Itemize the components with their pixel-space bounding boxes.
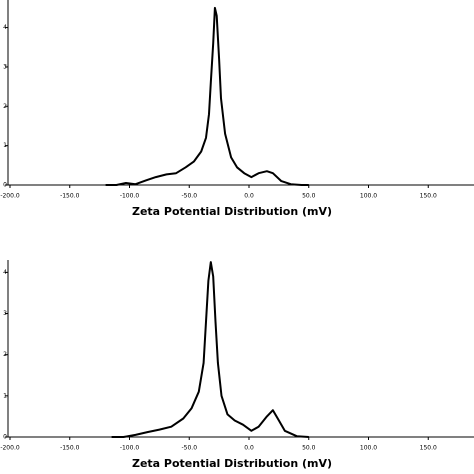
x-tick-label: -50.0 (181, 193, 197, 200)
x-tick-label: 0.0 (244, 193, 254, 200)
y-tick-label: 4 (3, 269, 7, 276)
y-tick-label: 3 (3, 63, 7, 70)
x-tick-label: 100.0 (360, 445, 377, 452)
x-tick-label: 150.0 (420, 445, 437, 452)
x-tick-label: -100.0 (120, 445, 140, 452)
line (111, 261, 309, 438)
x-axis-label: Zeta Potential Distribution (mV) (132, 205, 332, 218)
y-tick-label: 0 (3, 182, 7, 189)
x-tick-label: -100.0 (120, 193, 140, 200)
x-tick-label: 50.0 (302, 193, 316, 200)
x-tick-label: -150.0 (60, 445, 80, 452)
x-tick-label: -150.0 (60, 193, 80, 200)
line (105, 6, 309, 186)
y-tick-label: 2 (3, 351, 7, 358)
x-tick-label: -50.0 (181, 445, 197, 452)
y-tick-label: 1 (3, 142, 7, 149)
x-tick-label: 150.0 (420, 193, 437, 200)
y-tick-label: 1 (3, 392, 7, 399)
y-tick-label: 3 (3, 310, 7, 317)
x-tick-label: -200.0 (0, 193, 20, 200)
y-tick-label: 0 (3, 434, 7, 441)
x-axis-label: Zeta Potential Distribution (mV) (132, 457, 332, 470)
x-tick-label: 0.0 (244, 445, 254, 452)
y-tick-label: 2 (3, 103, 7, 110)
x-tick-label: 50.0 (302, 445, 316, 452)
x-tick-label: -200.0 (0, 445, 20, 452)
y-tick-label: 4 (3, 24, 7, 31)
x-tick-label: 100.0 (360, 193, 377, 200)
